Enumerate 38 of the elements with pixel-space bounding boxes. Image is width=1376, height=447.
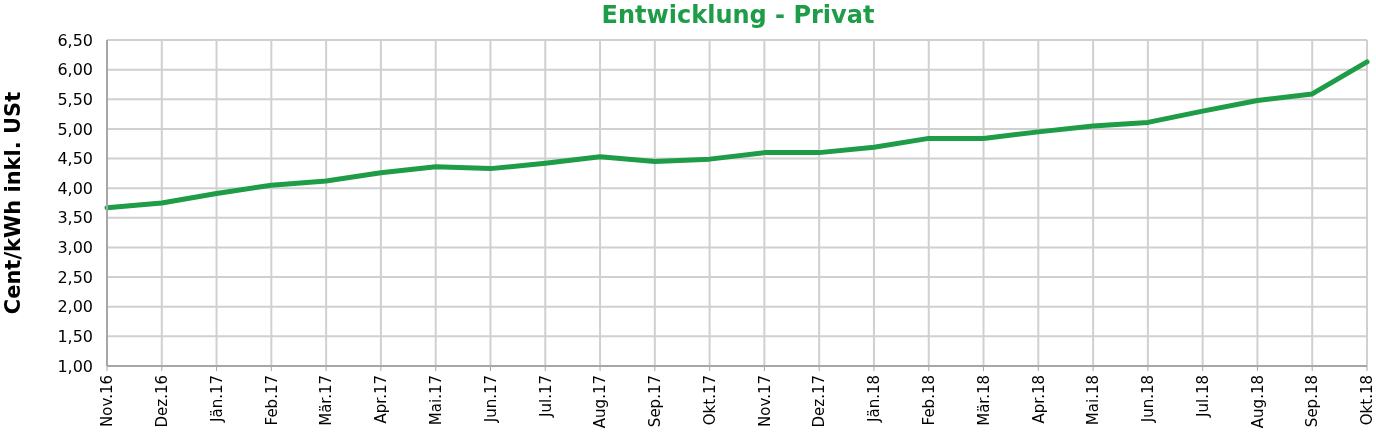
x-tick-label: Jän.17 bbox=[207, 375, 226, 423]
y-tick-label: 6,50 bbox=[57, 30, 93, 50]
x-tick-label: Nov.16 bbox=[98, 375, 117, 427]
x-tick-label: Aug.17 bbox=[591, 375, 610, 429]
x-tick-label: Feb.17 bbox=[262, 375, 281, 426]
x-tick-label: Mär.18 bbox=[974, 375, 993, 426]
x-tick-label: Dez.16 bbox=[153, 375, 172, 428]
y-tick-label: 4,50 bbox=[57, 149, 93, 169]
y-tick-label: 4,00 bbox=[57, 178, 93, 198]
x-tick-label: Dez.17 bbox=[810, 375, 829, 428]
x-tick-label: Aug.18 bbox=[1248, 375, 1267, 429]
x-tick-label: Okt.18 bbox=[1358, 375, 1376, 426]
y-tick-label: 1,00 bbox=[57, 356, 93, 376]
y-tick-label: 3,50 bbox=[57, 208, 93, 228]
x-tick-label: Jul.17 bbox=[536, 375, 555, 418]
chart-title: Entwicklung - Privat bbox=[600, 0, 876, 30]
x-tick-label: Feb.18 bbox=[919, 375, 938, 426]
x-tick-label: Sep.18 bbox=[1303, 375, 1322, 428]
x-tick-label: Sep.17 bbox=[646, 375, 665, 428]
x-tick-label: Jän.18 bbox=[865, 375, 884, 423]
x-tick-label: Jun.17 bbox=[481, 375, 500, 424]
y-tick-label: 2,50 bbox=[57, 267, 93, 287]
y-tick-label: 6,00 bbox=[57, 60, 93, 80]
x-tick-label: Jul.18 bbox=[1193, 375, 1212, 418]
x-tick-label: Jun.18 bbox=[1139, 375, 1158, 424]
x-tick-label: Nov.17 bbox=[755, 375, 774, 427]
y-axis-title: Cent/kWh inkl. USt bbox=[1, 91, 26, 315]
x-tick-label: Okt.17 bbox=[700, 375, 719, 426]
x-tick-label: Apr.18 bbox=[1029, 375, 1048, 424]
y-tick-label: 5,00 bbox=[57, 119, 93, 139]
y-tick-label: 2,00 bbox=[57, 297, 93, 317]
y-tick-label: 5,50 bbox=[57, 89, 93, 109]
x-tick-label: Mai.18 bbox=[1084, 375, 1103, 426]
y-tick-label: 1,50 bbox=[57, 327, 93, 347]
y-tick-label: 3,00 bbox=[57, 238, 93, 258]
x-tick-label: Mai.17 bbox=[426, 375, 445, 426]
x-tick-label: Apr.17 bbox=[372, 375, 391, 424]
x-tick-label: Mär.17 bbox=[317, 375, 336, 426]
